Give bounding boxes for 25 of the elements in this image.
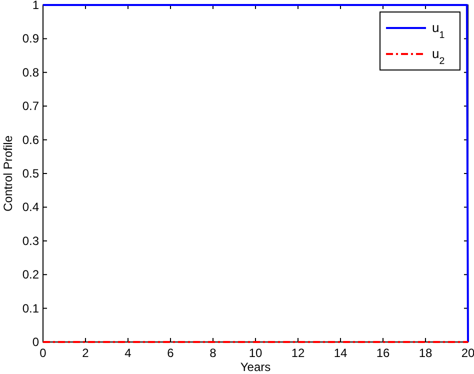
- y-tick-label: 0.2: [22, 268, 40, 282]
- y-tick-label: 0: [32, 335, 40, 349]
- y-tick-label: 0.8: [22, 65, 40, 80]
- y-tick-label: 0.1: [22, 301, 40, 316]
- y-tick-label: 1: [32, 0, 40, 12]
- x-tick-label: 14: [334, 346, 348, 360]
- x-tick-label: 6: [167, 346, 174, 360]
- y-tick-label: 0.6: [22, 132, 40, 147]
- x-tick-label: 18: [418, 346, 432, 360]
- y-axis-title: Control Profile: [1, 135, 15, 212]
- y-tick-label: 0.3: [22, 234, 40, 248]
- y-tick-label: 0.5: [22, 166, 40, 180]
- legend-label: u$_{1}$: [432, 20, 445, 40]
- y-tick-label: 0.7: [22, 99, 40, 114]
- x-tick-label: 10: [248, 346, 262, 360]
- x-tick-label: 2: [82, 346, 90, 360]
- x-tick-label: 8: [210, 346, 217, 360]
- y-tick-label: 0.4: [22, 200, 40, 214]
- legend-label: u$_{2}$: [432, 46, 445, 66]
- x-tick-label: 20: [461, 346, 474, 360]
- y-tick-label: 0.9: [22, 32, 40, 46]
- x-tick-label: 12: [291, 346, 305, 360]
- x-axis-title: Years: [240, 360, 271, 374]
- x-tick-label: 4: [124, 346, 132, 360]
- x-tick-label: 16: [376, 346, 390, 360]
